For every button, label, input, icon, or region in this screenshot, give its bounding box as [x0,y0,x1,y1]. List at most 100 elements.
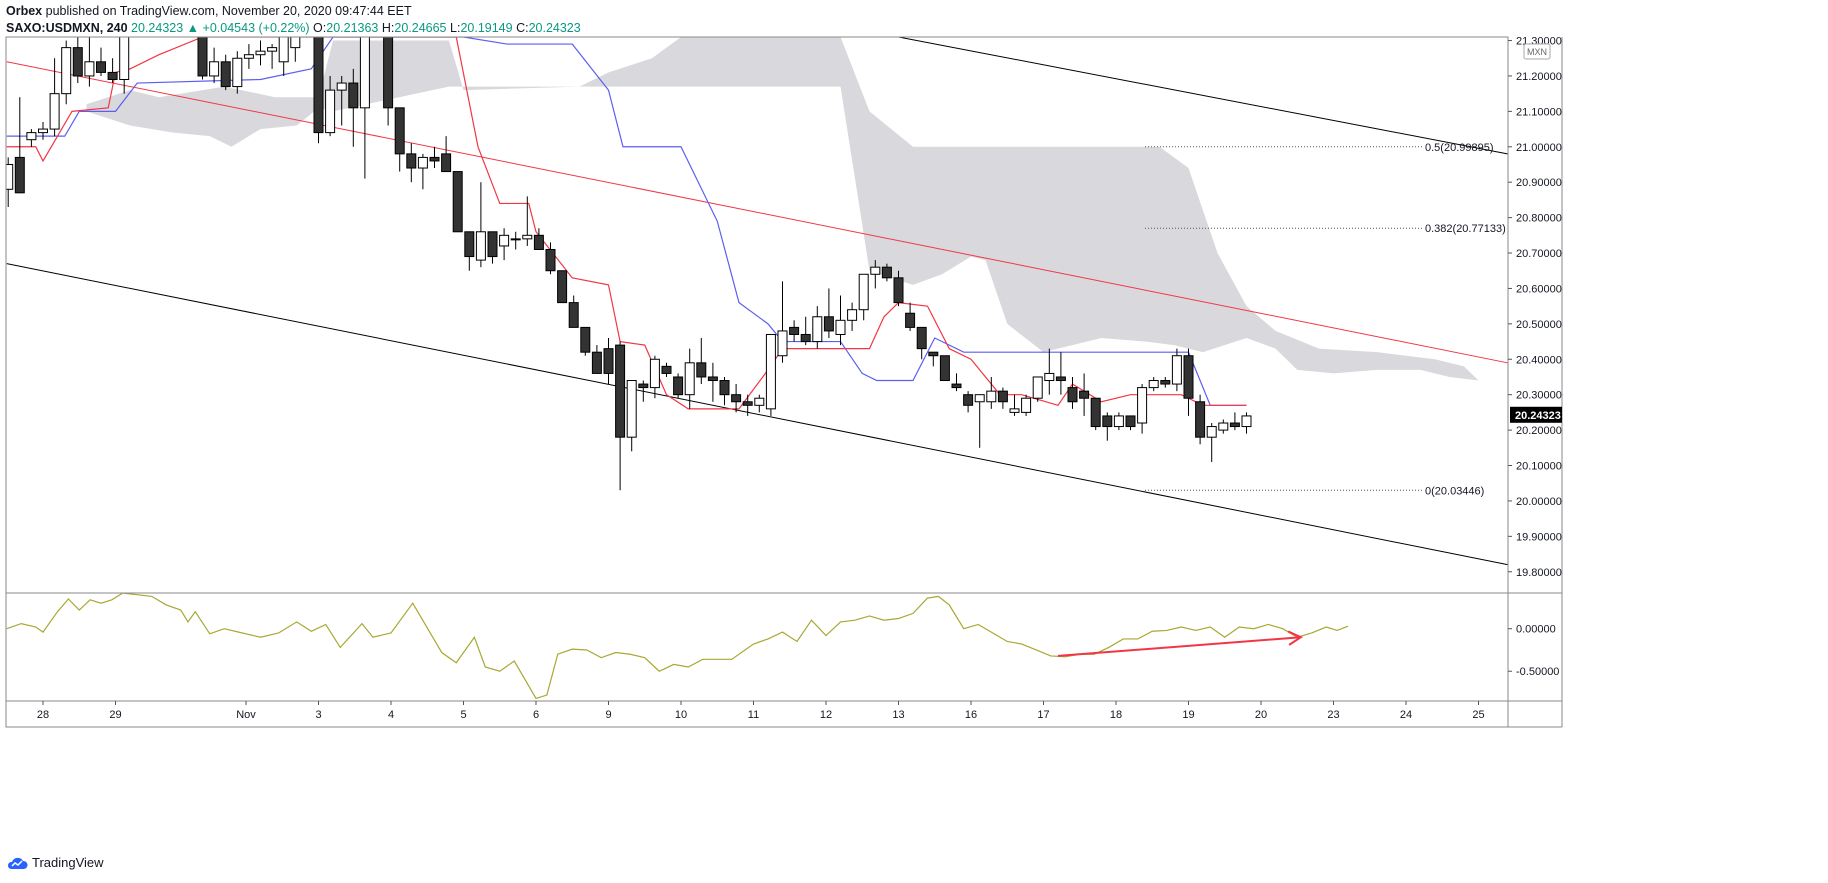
x-tick-label: 5 [460,709,466,721]
y-tick-label: 20.40000 [1516,354,1562,366]
candle-down [580,326,591,353]
candle-down [893,277,904,304]
price-plot-area [6,37,1508,566]
candle-down [464,231,475,258]
trend-arrow-head [1287,630,1303,646]
candle-down [545,248,556,272]
candle-down [1055,376,1066,382]
candle-up [6,163,14,190]
candle-up [1032,376,1043,399]
x-tick-label: 18 [1110,709,1122,721]
symbol-label: SAXO:USDMXN, 240 [6,21,128,35]
candle-up [510,238,521,241]
candle-down [72,47,83,77]
trendline-mid_line [6,61,1508,364]
candle-down [557,270,568,304]
trendline-upper_channel [898,37,1508,155]
y-tick-label: 20.80000 [1516,213,1562,225]
candle-down [696,362,707,378]
candle-up [974,394,985,403]
candle-down [220,61,231,88]
candle-up [1009,408,1020,413]
candle-down [591,351,602,374]
x-tick-label: 9 [605,709,611,721]
candle-up [986,390,997,403]
osc-y-tick-label: 0.00000 [1516,624,1556,636]
candle-up [417,156,428,169]
y-tick-label: 21.20000 [1516,71,1562,83]
candle-down [1079,390,1090,399]
candle-up [38,128,48,134]
candle-up [499,234,510,247]
candle-down [707,376,718,382]
x-tick-label: 20 [1255,709,1267,721]
candle-up [1021,397,1032,413]
candle-up [1218,422,1229,431]
candle-up [290,37,301,49]
osc-y-tick-label: -0.50000 [1516,666,1559,678]
candle-up [84,61,95,77]
candle-down [96,61,106,73]
candle-down [383,37,394,109]
candle-down [638,383,649,389]
y-tick-label: 20.20000 [1516,425,1562,437]
candle-down [916,326,927,350]
y-tick-label: 19.80000 [1516,567,1562,579]
candle-up [1206,426,1217,438]
candle-up [522,234,533,240]
candle-up [267,47,278,52]
kijun-line [6,37,1247,406]
candle-up [232,57,243,88]
candle-down [1067,387,1078,403]
candle-down [14,156,25,194]
tradingview-logo[interactable]: TradingView [6,855,104,870]
y-tick-label: 20.10000 [1516,461,1562,473]
candle-down [881,266,892,279]
candle-down [997,390,1008,403]
x-tick-label: 10 [675,709,687,721]
candle-down [939,355,950,382]
candle-up [1171,355,1182,385]
candle-up [243,54,254,59]
low-value: 20.19149 [460,21,513,35]
candle-down [719,380,730,396]
x-tick-label: 17 [1037,709,1049,721]
candle-down [406,153,417,169]
last-price: 20.24323 [131,21,184,35]
publisher-name: Orbex [6,4,43,18]
y-tick-label: 21.00000 [1516,142,1562,154]
candle-down [789,326,800,335]
candle-down [823,316,834,332]
candle-up [812,316,823,343]
candle-up [1241,415,1252,428]
candle-down [487,231,498,258]
y-tick-label: 20.70000 [1516,248,1562,260]
candle-down [673,376,684,396]
candle-up [626,380,637,438]
candle-down [951,383,962,389]
x-tick-label: 29 [109,709,121,721]
candle-down [1229,422,1240,428]
candle-up [847,309,858,321]
high-label: H: [381,21,395,35]
candle-down [1195,401,1206,438]
candle-up [26,132,37,141]
open-label: O: [313,21,327,35]
y-tick-label: 21.10000 [1516,106,1562,118]
candle-up [325,89,336,134]
candle-up [870,266,881,275]
candle-up [475,231,486,261]
x-tick-label: 11 [748,709,759,721]
chart-header-line2: SAXO:USDMXN, 240 20.24323 ▲ +0.04543 (+0… [6,21,581,35]
x-tick-label: 28 [37,709,49,721]
x-tick-label: 13 [892,709,904,721]
cloud-logo-icon [7,857,28,869]
candle-up [858,273,869,311]
candle-down [731,394,742,403]
x-tick-label: 3 [315,709,321,721]
candle-up [209,61,220,77]
open-value: 20.21363 [326,21,379,35]
candle-down [603,348,614,374]
y-tick-label: 20.50000 [1516,319,1562,331]
